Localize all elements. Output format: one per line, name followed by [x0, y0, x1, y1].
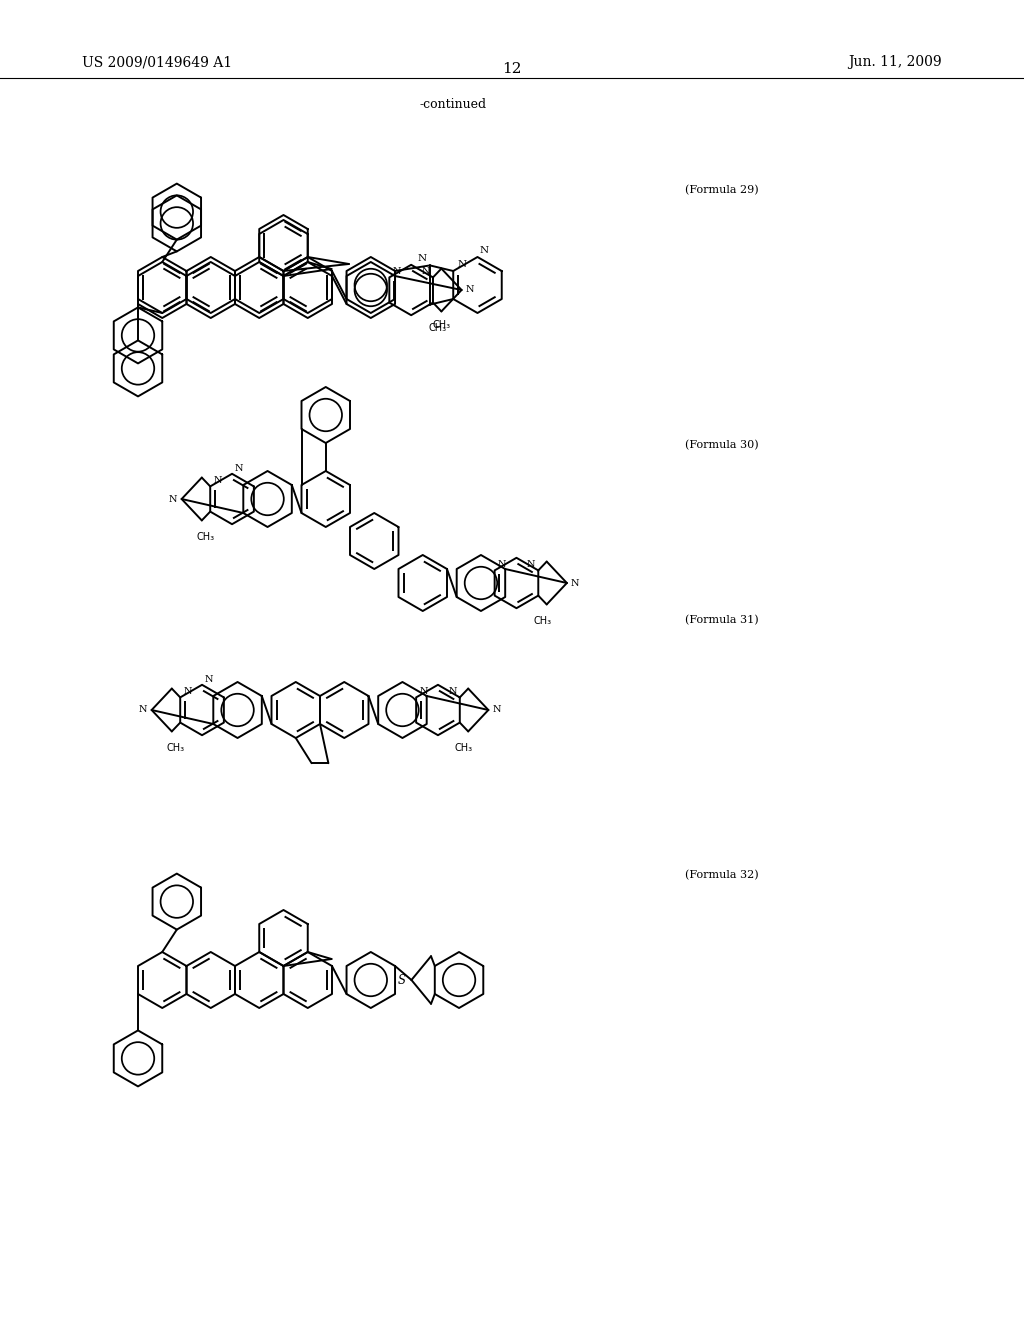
- Text: N: N: [570, 578, 580, 587]
- Text: N: N: [479, 246, 488, 255]
- Text: CH₃: CH₃: [197, 532, 215, 543]
- Text: N: N: [183, 688, 191, 697]
- Text: CH₃: CH₃: [428, 323, 446, 334]
- Text: N: N: [466, 285, 474, 294]
- Text: S: S: [397, 974, 406, 986]
- Text: (Formula 30): (Formula 30): [685, 440, 759, 450]
- Text: N: N: [168, 495, 176, 503]
- Text: CH₃: CH₃: [534, 616, 552, 627]
- Text: US 2009/0149649 A1: US 2009/0149649 A1: [82, 55, 232, 69]
- Text: CH₃: CH₃: [455, 743, 473, 754]
- Text: N: N: [449, 688, 457, 697]
- Text: N: N: [422, 268, 430, 276]
- Text: (Formula 29): (Formula 29): [685, 185, 759, 195]
- Text: N: N: [392, 268, 400, 276]
- Text: (Formula 31): (Formula 31): [685, 615, 759, 626]
- Text: N: N: [498, 561, 506, 569]
- Text: (Formula 32): (Formula 32): [685, 870, 759, 880]
- Text: N: N: [138, 705, 146, 714]
- Text: N: N: [418, 255, 427, 264]
- Text: N: N: [419, 688, 428, 697]
- Text: Jun. 11, 2009: Jun. 11, 2009: [848, 55, 942, 69]
- Text: N: N: [526, 561, 536, 569]
- Text: N: N: [213, 477, 222, 486]
- Text: N: N: [493, 705, 501, 714]
- Text: CH₃: CH₃: [167, 743, 185, 754]
- Text: 12: 12: [502, 62, 522, 77]
- Text: CH₃: CH₃: [432, 319, 451, 330]
- Text: N: N: [205, 675, 214, 684]
- Text: N: N: [236, 463, 244, 473]
- Text: -continued: -continued: [420, 98, 487, 111]
- Text: N: N: [458, 260, 466, 269]
